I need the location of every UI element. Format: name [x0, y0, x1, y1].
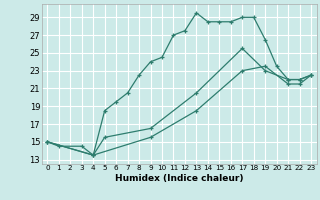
X-axis label: Humidex (Indice chaleur): Humidex (Indice chaleur): [115, 174, 244, 183]
